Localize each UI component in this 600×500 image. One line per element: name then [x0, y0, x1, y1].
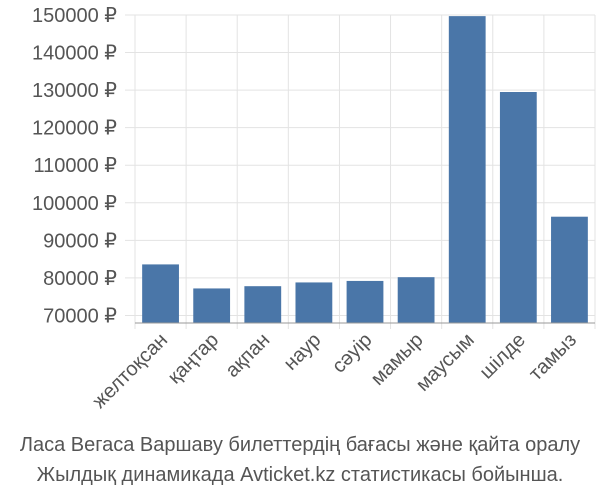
x-tick-label: қаңтар [164, 329, 223, 388]
bar-6 [448, 16, 486, 323]
x-tick-label: сәуір [328, 329, 377, 378]
y-tick-label: 110000 ₽ [33, 155, 117, 177]
bar-1 [193, 288, 231, 323]
y-tick-label: 140000 ₽ [32, 43, 117, 65]
x-tick-label: шілде [475, 329, 529, 383]
y-tick-label: 130000 ₽ [32, 80, 117, 102]
caption-line-2: Жылдық динамикада Avticket.kz статистика… [36, 464, 564, 486]
bar-0 [142, 264, 179, 323]
bar-chart: 70000 ₽ 80000 ₽ 90000 ₽ 100000 ₽ 110000 ₽ 120… [32, 5, 596, 413]
bar-2 [244, 286, 282, 323]
bar-8 [551, 216, 588, 323]
y-tick-label: 150000 ₽ [32, 5, 117, 27]
bar-5 [397, 277, 435, 323]
caption-line-1: Ласа Вегаса Варшаву билеттердің бағасы ж… [19, 434, 581, 456]
bar-4 [346, 280, 384, 323]
chart-caption: Ласа Вегаса Варшаву билеттердің бағасы ж… [0, 430, 600, 490]
bar-3 [295, 282, 333, 323]
y-tick-label: 100000 ₽ [32, 193, 117, 215]
x-tick-label: наур [280, 329, 326, 375]
y-tick-label: 90000 ₽ [43, 230, 117, 252]
x-tick-label: тамыз [525, 329, 581, 385]
x-tick-label: желтоқсан [88, 329, 172, 413]
bar-7 [499, 92, 537, 323]
y-tick-label: 120000 ₽ [32, 118, 117, 140]
x-tick-label: ақпан [221, 329, 274, 382]
y-tick-label: 80000 ₽ [43, 268, 117, 290]
y-tick-label: 70000 ₽ [43, 305, 117, 327]
